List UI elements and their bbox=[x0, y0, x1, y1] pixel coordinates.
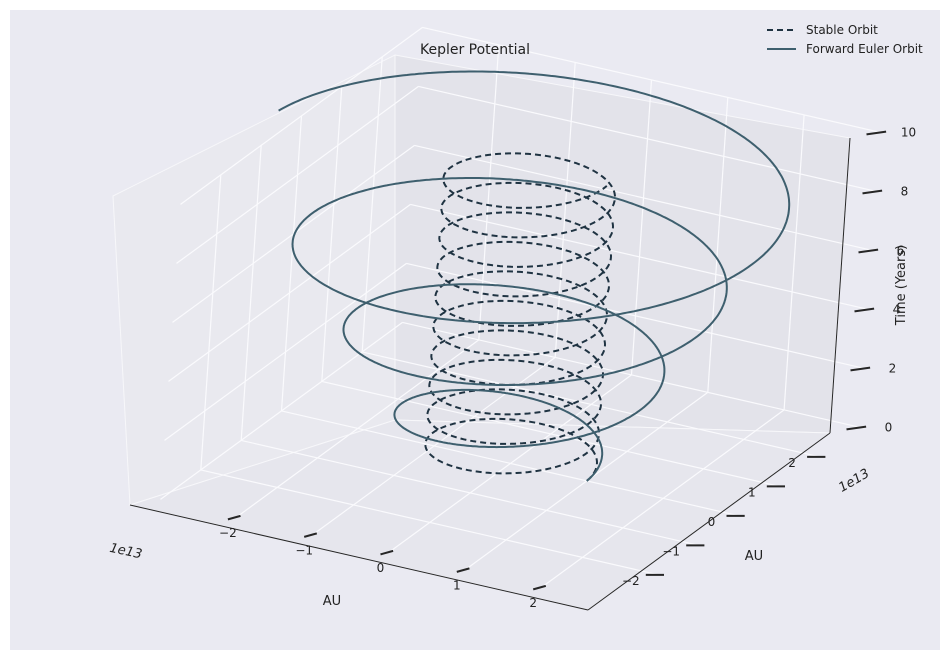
y-axis-line bbox=[587, 432, 831, 611]
z-axis-tick-label: 0 bbox=[885, 420, 893, 434]
z-axis-line bbox=[829, 137, 851, 434]
z-axis-ticks: 0 2 4 6 8 10 bbox=[846, 125, 916, 434]
x-axis-tick bbox=[303, 532, 318, 538]
x-axis-line bbox=[129, 504, 589, 611]
x-axis-tick-label: 1 bbox=[453, 578, 461, 592]
chart-title: Kepler Potential bbox=[420, 42, 530, 58]
x-axis-tick-label: 2 bbox=[529, 596, 537, 610]
x-axis-tick-label: −1 bbox=[295, 543, 313, 557]
x-axis-offset-text: 1e13 bbox=[108, 541, 143, 562]
y-axis-ticks: −2 −1 0 1 2 bbox=[622, 455, 826, 588]
z-axis-tick bbox=[850, 366, 871, 372]
x-axis-ticks: −2 −1 0 1 2 bbox=[219, 514, 547, 610]
legend-label-forward-euler-orbit: Forward Euler Orbit bbox=[806, 42, 923, 56]
x-axis-tick-label: 0 bbox=[377, 561, 385, 575]
y-axis-tick-label: 0 bbox=[708, 515, 716, 529]
z-axis-tick-label: 4 bbox=[893, 302, 901, 316]
series-forward-euler-orbit-line bbox=[278, 70, 791, 482]
y-axis-tick-label: 2 bbox=[788, 456, 796, 470]
z-axis-tick bbox=[846, 425, 867, 431]
z-axis-tick-label: 10 bbox=[901, 125, 916, 139]
z-axis-tick bbox=[858, 248, 879, 254]
legend-label-stable-orbit: Stable Orbit bbox=[806, 23, 878, 37]
z-axis-tick-label: 8 bbox=[901, 184, 909, 198]
x-axis-tick-label: −2 bbox=[219, 526, 237, 540]
x-axis-tick bbox=[456, 567, 470, 573]
y-axis-tick-label: 1 bbox=[748, 485, 756, 499]
z-axis-tick-label: 6 bbox=[897, 243, 905, 257]
x-axis-tick bbox=[227, 514, 241, 521]
z-axis-label: Time (Years) bbox=[894, 245, 909, 326]
pane-grid bbox=[160, 26, 881, 588]
x-axis-label: AU bbox=[323, 594, 341, 609]
y-axis-tick-label: −2 bbox=[622, 574, 640, 588]
z-axis-tick-label: 2 bbox=[889, 361, 897, 375]
legend: Stable Orbit Forward Euler Orbit bbox=[767, 23, 923, 56]
x-axis-tick bbox=[380, 549, 394, 556]
z-axis-tick bbox=[854, 307, 875, 313]
x-axis-tick bbox=[532, 584, 547, 591]
z-axis-tick bbox=[866, 130, 887, 136]
y-axis-label: AU bbox=[745, 549, 763, 564]
y-axis-tick-label: −1 bbox=[662, 544, 680, 558]
z-axis-tick bbox=[862, 189, 883, 195]
